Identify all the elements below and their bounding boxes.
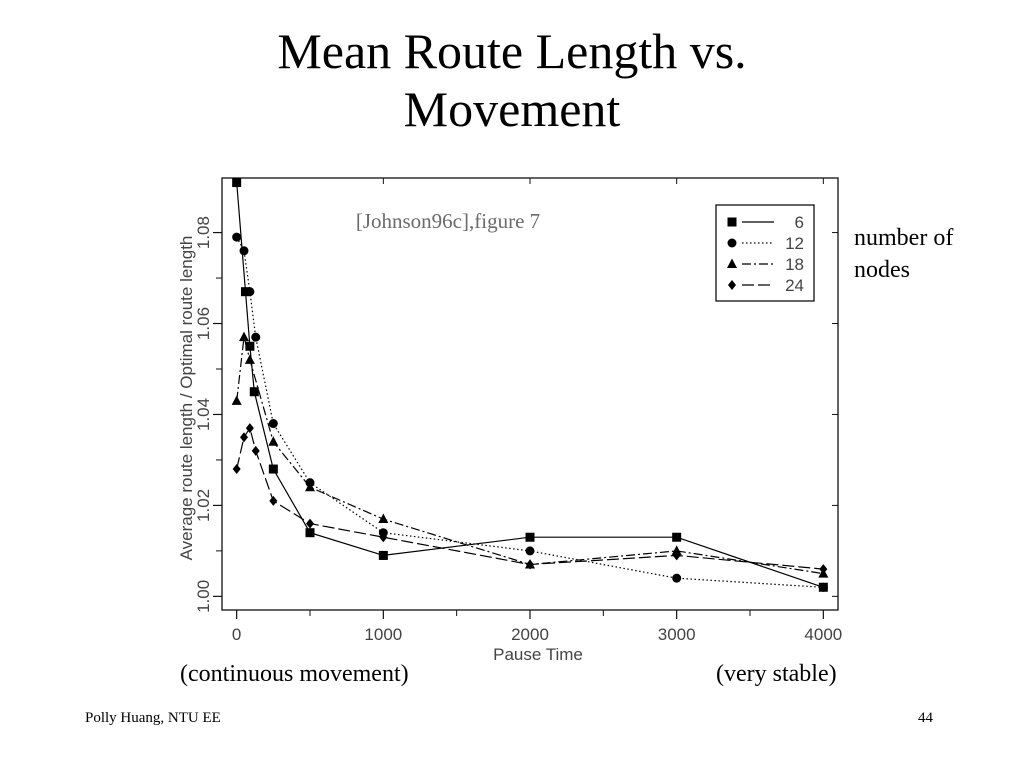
legend-marker-6 — [727, 217, 737, 227]
data-point-series-12 — [672, 573, 682, 583]
data-point-series-24 — [526, 559, 534, 570]
data-point-series-24 — [672, 550, 681, 561]
data-point-series-6 — [232, 178, 242, 188]
data-point-series-6 — [268, 464, 278, 474]
legend-marker-18 — [727, 258, 737, 268]
slide-title-line-1: Mean Route Length vs. — [277, 23, 747, 79]
data-point-series-6 — [672, 532, 682, 542]
legend-label-18: 18 — [785, 255, 804, 274]
series-line-24 — [236, 426, 824, 570]
data-point-series-18 — [378, 513, 389, 524]
slide-title-line-2: Movement — [403, 81, 621, 137]
data-point-series-12 — [525, 546, 535, 556]
data-point-series-6 — [305, 528, 315, 538]
y-axis-title: Average route length / Optimal route len… — [177, 236, 196, 561]
data-point-series-18 — [268, 436, 279, 446]
x-tick-label: 3000 — [658, 625, 696, 644]
x-tick-label: 4000 — [804, 625, 842, 644]
data-point-series-12 — [251, 332, 261, 342]
data-point-series-24 — [306, 518, 314, 529]
data-point-series-24 — [379, 532, 388, 543]
data-point-series-24 — [819, 564, 828, 575]
data-point-series-12 — [239, 246, 249, 256]
legend-caption-line-1: number of — [854, 225, 954, 251]
data-point-series-24 — [240, 432, 248, 443]
y-tick-label: 1.08 — [194, 216, 213, 249]
data-point-series-6 — [249, 387, 259, 397]
data-point-series-6 — [245, 341, 255, 351]
data-point-series-12 — [268, 419, 278, 429]
data-point-series-12 — [232, 232, 242, 242]
y-tick-label: 1.06 — [194, 307, 213, 340]
legend-label-12: 12 — [785, 234, 804, 253]
data-point-series-24 — [251, 445, 260, 456]
legend-marker-12 — [727, 238, 737, 248]
y-tick-label: 1.00 — [194, 580, 213, 613]
data-point-series-18 — [231, 395, 242, 405]
legend-label-6: 6 — [795, 213, 804, 232]
very-stable-note: (very stable) — [716, 661, 837, 687]
data-point-series-18 — [671, 545, 682, 555]
data-point-series-12 — [818, 582, 828, 592]
data-point-series-18 — [305, 481, 315, 492]
x-axis-title: Pause Time — [493, 645, 583, 664]
legend-caption: number of nodes — [854, 222, 953, 286]
data-point-series-12 — [245, 287, 255, 297]
footer-author: Polly Huang, NTU EE — [85, 710, 221, 726]
data-point-series-6 — [378, 550, 388, 560]
x-tick-label: 2000 — [511, 625, 549, 644]
legend-marker-24 — [728, 280, 736, 290]
legend-label-24: 24 — [785, 276, 804, 295]
legend-caption-line-2: nodes — [854, 257, 910, 283]
figure-citation: [Johnson96c],figure 7 — [356, 209, 540, 233]
page-number: 44 — [918, 710, 933, 726]
data-point-series-24 — [232, 464, 241, 475]
series-line-6 — [236, 182, 824, 588]
continuous-movement-note: (continuous movement) — [180, 661, 409, 687]
slide-title: Mean Route Length vs. Movement — [0, 22, 1024, 138]
data-point-series-18 — [244, 354, 255, 364]
data-point-series-24 — [245, 423, 254, 434]
x-tick-label: 0 — [232, 625, 241, 644]
series-line-12 — [236, 236, 824, 588]
series-line-18 — [236, 337, 824, 575]
data-point-series-18 — [239, 331, 249, 342]
data-point-series-24 — [269, 495, 278, 506]
y-tick-label: 1.02 — [194, 489, 213, 522]
y-tick-label: 1.04 — [194, 398, 213, 431]
x-tick-label: 1000 — [364, 625, 402, 644]
data-point-series-6 — [525, 532, 535, 542]
